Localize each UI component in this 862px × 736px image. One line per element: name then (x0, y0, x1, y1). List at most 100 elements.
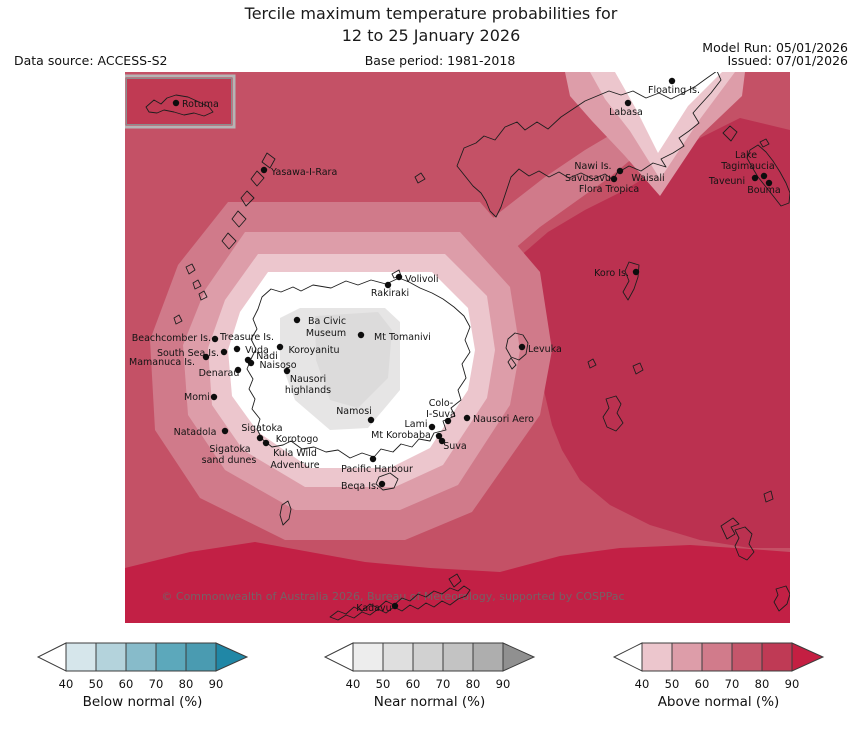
legend-right-arrow (215, 642, 249, 672)
yasawa-i-rara-label: Yasawa-I-Rara (270, 167, 337, 178)
koroyanitu-dot (276, 343, 284, 351)
flora-tropica-label: Flora Tropica (579, 184, 639, 195)
legend-segment (65, 642, 97, 672)
island-yasawa-2 (250, 170, 265, 187)
korotogo-label: Korotogo (276, 434, 319, 445)
levuka-label: Levuka (528, 344, 562, 355)
namosi-label: Namosi (336, 406, 372, 417)
kula-wild-adventure-label: Kula Wild (273, 448, 317, 459)
pacific-harbour-dot (369, 455, 377, 463)
mamanuca-is-dot (202, 353, 210, 361)
contour-80-90-east (500, 118, 790, 548)
legend-segment (442, 642, 474, 672)
island-moala (734, 526, 755, 561)
denarau-dot (234, 366, 242, 374)
island-beqa (375, 472, 399, 491)
island-mamanuca-3 (198, 290, 208, 301)
bouma-label: Bouma (747, 185, 780, 196)
colorbar-caption-below: Below normal (%) (82, 694, 203, 710)
island-yasawa-1 (261, 152, 276, 169)
treasure-is-label: Treasure Is. (219, 332, 274, 343)
beqa-is-dot (378, 480, 386, 488)
legend-tick: 50 (89, 677, 104, 691)
sigatoka-label: Sigatoka (241, 423, 282, 434)
sigatoka-sand-dunes-label: sand dunes (202, 455, 257, 466)
legend-left-arrow (323, 642, 354, 672)
legend-segment (185, 642, 217, 672)
colo-i-suva-label: Colo- (429, 398, 454, 409)
rotuma-inset (125, 74, 236, 129)
island-wakaya (587, 358, 597, 369)
island-koro (622, 261, 640, 301)
koro-is-label: Koro Is. (594, 268, 629, 279)
natadola-label: Natadola (174, 427, 217, 438)
kadavu-dot (391, 602, 399, 610)
legend-tick: 80 (179, 677, 194, 691)
naisoso-label: Naisoso (259, 360, 296, 371)
legend-segment (412, 642, 444, 672)
nadi-label: Nadi (256, 351, 278, 362)
lake-tagimaucia-label: Lake (735, 150, 757, 161)
colorbar-near-normal: 40 50 60 70 80 90 (323, 642, 536, 691)
volivoli-dot (395, 273, 403, 281)
legend-segment (731, 642, 763, 672)
legend-segment (761, 642, 793, 672)
coastlines (173, 72, 790, 621)
island-mamanuca-1 (185, 263, 196, 275)
page-title-line1: Tercile maximum temperature probabilitie… (244, 4, 618, 23)
floating-is-label: Floating Is. (648, 85, 700, 96)
nausori-highlands-label: highlands (285, 385, 331, 396)
natadola-dot (221, 427, 229, 435)
legend-tick: 80 (755, 677, 770, 691)
colo-i-suva-dot (444, 417, 452, 425)
labasa-label: Labasa (609, 107, 643, 118)
korotogo-dot (262, 439, 270, 447)
vuda-dot (233, 345, 241, 353)
rotuma-dot (172, 99, 180, 107)
legend-segment (352, 642, 384, 672)
island-yasawa-5 (221, 232, 237, 250)
koroyanitu-label: Koroyanitu (289, 345, 340, 356)
savusavu-label: Savusavu (565, 173, 611, 184)
kula-wild-adventure-label: Adventure (270, 460, 319, 471)
island-nairai (632, 362, 644, 375)
legend-tick: 50 (376, 677, 391, 691)
nausori-highlands-dot (283, 367, 291, 375)
island-yasawa-4 (231, 210, 247, 228)
levuka-dot (518, 343, 526, 351)
kadavu-label: Kadavu (356, 603, 391, 614)
nausori-highlands-label: Nausori (290, 374, 326, 385)
legend-tick: 70 (149, 677, 164, 691)
legend-tick: 60 (695, 677, 710, 691)
legend-left-arrow (612, 642, 643, 672)
namosi-dot (367, 416, 375, 424)
place-markers: Rotuma Floating Is. Labasa Yasawa-I-Rara Naw… (129, 77, 781, 614)
south-sea-is-dot (220, 348, 228, 356)
sigatoka-dot (256, 434, 264, 442)
islet-northeast (414, 172, 426, 184)
legend-tick: 40 (635, 677, 650, 691)
legend-tick: 50 (665, 677, 680, 691)
waisali-label: Waisali (631, 173, 664, 184)
island-gau (602, 395, 624, 432)
issued-label: Issued: 07/01/2026 (727, 53, 849, 68)
nausori-aero-dot (463, 414, 471, 422)
denarau-label: Denarau (199, 368, 240, 379)
inset-frame (125, 74, 236, 129)
legend-right-arrow (502, 642, 536, 672)
floating-is-dot (668, 77, 676, 85)
koro-is-dot (632, 268, 640, 276)
legend-left-arrow (36, 642, 67, 672)
rakiraki-dot (384, 281, 392, 289)
island-mamanuca-2 (192, 279, 202, 290)
probability-map: © Commonwealth of Australia 2026, Bureau… (125, 72, 790, 623)
south-sea-is-label: South Sea Is. (157, 348, 219, 359)
rakiraki-label: Rakiraki (371, 288, 409, 299)
nawi-is-label: Nawi Is. (574, 161, 611, 172)
legend-tick: 40 (346, 677, 361, 691)
savusavu-dot (610, 175, 618, 183)
yasawa-i-rara-dot (260, 166, 268, 174)
island-totoya (773, 585, 790, 612)
beqa-is-label: Beqa Is. (341, 481, 379, 492)
